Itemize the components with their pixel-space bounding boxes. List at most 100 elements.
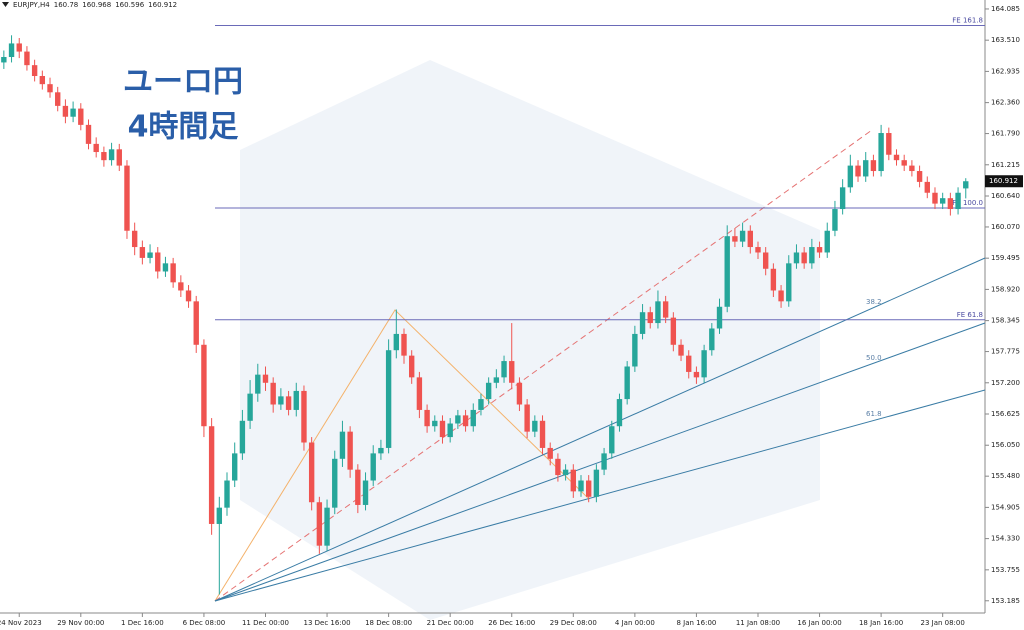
candle-body (385, 350, 392, 448)
fan-label: 61.8 (866, 410, 882, 418)
candle-body (739, 230, 746, 242)
x-tick-label: 1 Dec 16:00 (121, 619, 164, 627)
candle-body (416, 377, 423, 410)
candle-body (709, 328, 715, 351)
symbol: EURJPY,H4 (13, 1, 50, 9)
candle-body (147, 252, 153, 258)
candle-body (832, 209, 838, 231)
candle-body (863, 160, 869, 177)
candle-body (878, 133, 884, 172)
candle-body (585, 480, 592, 497)
candle-body (162, 263, 169, 272)
fan-line (214, 322, 986, 602)
candle-body (324, 507, 330, 546)
fan-line (214, 257, 986, 602)
candle-body (316, 502, 323, 546)
x-tick-label: 4 Jan 00:00 (615, 619, 655, 627)
candle-body (570, 469, 576, 492)
candle-body (185, 290, 192, 302)
candle-body (270, 382, 276, 405)
candle-body (239, 420, 246, 454)
candle-body (509, 361, 515, 383)
candle-body (547, 447, 553, 459)
candle-body (370, 453, 376, 481)
candle-body (24, 51, 30, 66)
candle-body (1, 57, 7, 63)
y-tick-label: 160.640 (991, 192, 1020, 200)
x-tick-label: 6 Dec 08:00 (183, 619, 226, 627)
candle-body (601, 453, 607, 470)
candle-body (593, 469, 600, 497)
candle-body (285, 396, 292, 410)
candle-body (778, 290, 784, 302)
y-tick-label: 162.360 (991, 99, 1020, 107)
candle-body (747, 230, 753, 248)
candle-body (701, 350, 707, 378)
candle-body (839, 187, 846, 210)
level-label: FE 161.8 (952, 17, 983, 25)
watermark (240, 60, 820, 620)
price-label: 160.912 (989, 177, 1018, 185)
candle-body (409, 355, 415, 378)
candle-body (847, 165, 854, 188)
y-tick-label: 163.510 (991, 36, 1020, 44)
y-tick-label: 162.935 (991, 67, 1020, 75)
candle-body (670, 317, 677, 345)
triangle-drawing (214, 309, 589, 602)
candle-body (347, 431, 353, 470)
candle-body (170, 263, 176, 283)
candle-body (216, 507, 223, 524)
y-tick-label: 158.345 (991, 317, 1020, 325)
x-tick-label: 24 Nov 2023 (0, 619, 42, 627)
candle-body (301, 390, 307, 443)
y-tick-label: 157.200 (991, 379, 1020, 387)
candle-body (716, 306, 723, 329)
fan-label: 38.2 (866, 298, 882, 306)
candle-body (355, 469, 361, 505)
candle-body (278, 396, 284, 405)
x-tick-label: 8 Jan 16:00 (676, 619, 716, 627)
candle-body (639, 312, 646, 334)
y-tick-label: 153.185 (991, 597, 1020, 605)
candle-body (201, 344, 207, 427)
menu-icon (2, 2, 9, 7)
candle-body (447, 423, 453, 438)
y-tick-label: 157.775 (991, 348, 1020, 356)
candle-body (855, 165, 861, 177)
candle-body (124, 165, 130, 231)
candle-body (424, 409, 430, 427)
candle-body (724, 236, 730, 307)
candle-body (901, 160, 907, 166)
level-label: FE 61.8 (957, 311, 983, 319)
candle-body (31, 65, 38, 77)
candle-body (224, 480, 230, 508)
candle-body (924, 181, 930, 193)
candle-body (947, 198, 954, 210)
candle-body (501, 361, 507, 378)
header: EURJPY,H4 160.78 160.968 160.596 160.912 (2, 1, 177, 9)
candle-body (39, 76, 46, 85)
y-tick-label: 158.920 (991, 285, 1020, 293)
level-label: FE 100.0 (952, 199, 983, 207)
y-tick-label: 154.905 (991, 503, 1020, 511)
candle-body (178, 282, 184, 291)
fan-label: 50.0 (866, 354, 882, 362)
candle-body (378, 447, 384, 454)
candle-body (455, 415, 461, 424)
candle-body (116, 149, 122, 166)
candle-body (332, 458, 338, 508)
candle-body (70, 108, 76, 117)
candle-body (155, 252, 161, 272)
candle-body (78, 108, 84, 125)
candle-body (770, 268, 777, 291)
candle-body (886, 133, 892, 155)
x-tick-label: 13 Dec 16:00 (304, 619, 351, 627)
candle-body (955, 192, 961, 210)
candle-body (916, 171, 923, 182)
ohlc-high: 160.968 (82, 1, 112, 9)
candle-body (16, 43, 22, 52)
candle-body (108, 149, 115, 161)
x-tick-label: 26 Dec 16:00 (488, 619, 535, 627)
